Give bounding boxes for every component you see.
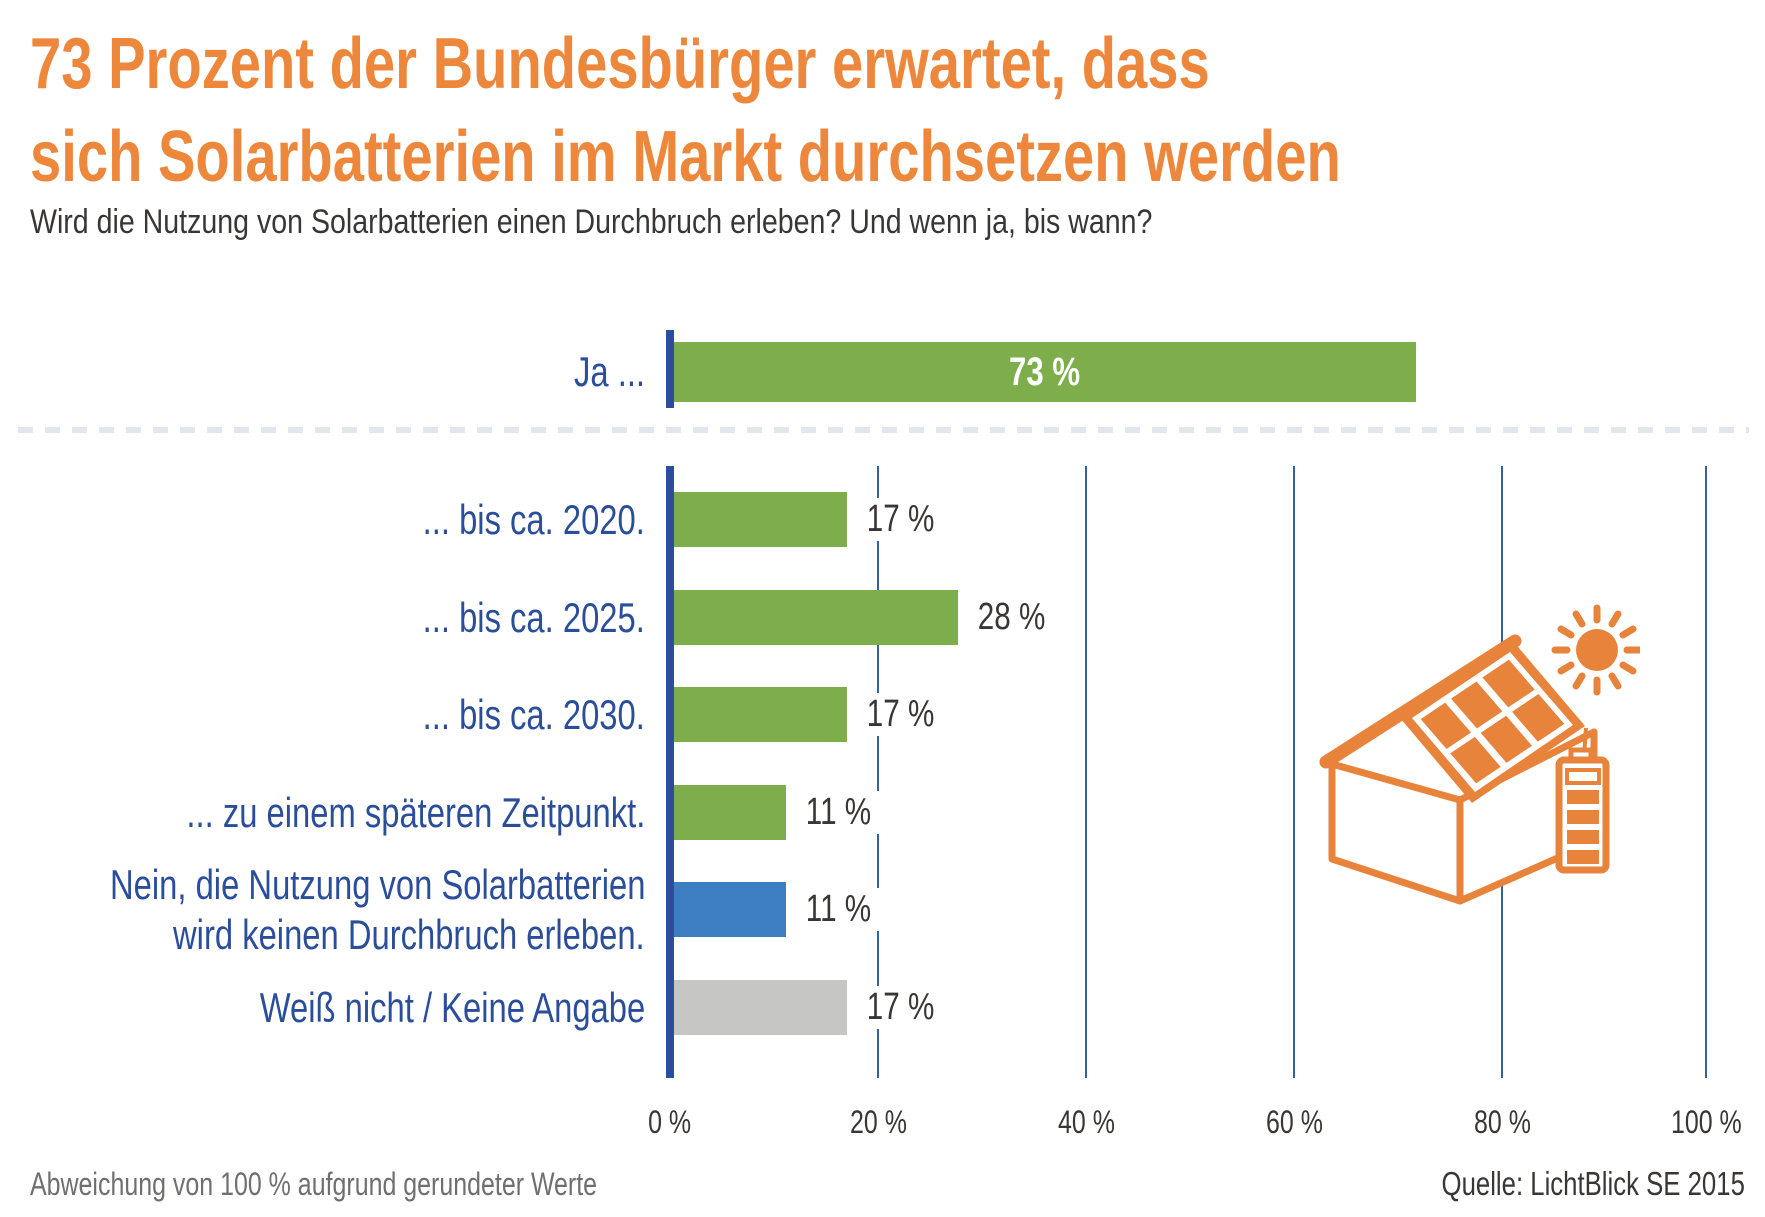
category-label-ja: Ja ... (573, 348, 645, 395)
x-tick-100: 100 % (1670, 1103, 1742, 1140)
category-label-nein: Nein, die Nutzung von Solarbatterien wir… (109, 860, 645, 958)
category-label-weiss-nicht: Weiß nicht / Keine Angabe (259, 983, 645, 1031)
x-tick-20: 20 % (849, 1103, 907, 1140)
value-label-spaeter: 11 % (798, 785, 902, 840)
gridline-40 (1085, 466, 1087, 1078)
gridline-20 (877, 466, 879, 1078)
subtitle: Wird die Nutzung von Solarbatterien eine… (30, 203, 1153, 241)
bar-2020 (674, 492, 847, 547)
bar-2025 (674, 590, 958, 645)
category-label-2020: ... bis ca. 2020. (422, 495, 645, 543)
bar-nein (674, 882, 786, 937)
category-label-2025: ... bis ca. 2025. (422, 593, 645, 641)
category-label-spaeter: ... zu einem späteren Zeitpunkt. (186, 788, 645, 836)
page-title: 73 Prozent der Bundesbürger erwartet, da… (30, 18, 1710, 204)
solar-panel (1400, 641, 1585, 803)
bar-weiss-nicht (674, 980, 847, 1035)
bar-2030 (674, 687, 847, 742)
value-label-2030: 17 % (859, 687, 966, 742)
gridline-100 (1705, 466, 1707, 1078)
value-label-weiss-nicht: 17 % (859, 980, 966, 1035)
x-tick-40: 40 % (1057, 1103, 1115, 1140)
bar-spaeter (674, 785, 786, 840)
y-axis-segment-top (666, 330, 674, 408)
y-axis-line (666, 466, 674, 1078)
page-title-line1: 73 Prozent der Bundesbürger erwartet, da… (30, 24, 1210, 104)
solar-house-battery-icon (1300, 588, 1643, 928)
x-tick-60: 60 % (1265, 1103, 1323, 1140)
gridline-60 (1293, 466, 1295, 1078)
bar-ja-value-label: 73 % (1009, 349, 1081, 394)
battery-icon (1555, 747, 1610, 874)
dashed-separator-line (18, 427, 1749, 433)
value-label-2020: 17 % (859, 492, 966, 547)
page-title-line2: sich Solarbatterien im Markt durchsetzen… (30, 117, 1341, 197)
value-label-2025: 28 % (970, 590, 1077, 645)
x-tick-0: 0 % (648, 1103, 692, 1140)
value-label-nein: 11 % (798, 882, 902, 937)
footnote: Abweichung von 100 % aufgrund gerundeter… (30, 1165, 598, 1202)
bar-ja: 73 % (674, 342, 1416, 402)
source-credit: Quelle: LichtBlick SE 2015 (1441, 1165, 1745, 1202)
x-tick-80: 80 % (1473, 1103, 1531, 1140)
house-eave-edge (1328, 728, 1598, 804)
category-label-2030: ... bis ca. 2030. (422, 690, 645, 738)
sun-icon (1551, 604, 1643, 696)
